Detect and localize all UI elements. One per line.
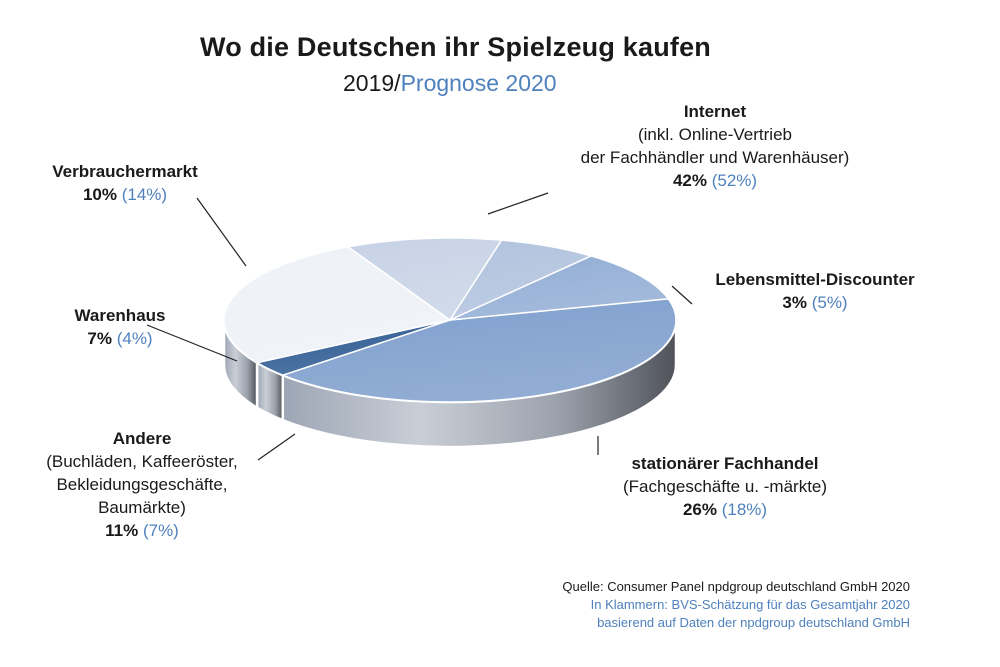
source-note: Quelle: Consumer Panel npdgroup deutschl… [470,578,910,632]
leader-line-1 [196,197,247,267]
subtitle-year: 2019/ [343,70,401,96]
label-lebensmittel-discounter-value: 3% [782,293,807,312]
pie-slice-internet [280,297,677,403]
chart-title: Wo die Deutschen ihr Spielzeug kaufen [200,32,711,62]
label-lebensmittel-discounter-forecast: (5%) [811,293,848,312]
label-internet-name: Internet [683,102,747,121]
label-verbrauchermarkt-forecast: (14%) [121,185,168,204]
leader-line-3 [146,324,238,362]
label-warenhaus-forecast: (4%) [116,329,153,348]
chart-subtitle: 2019/Prognose 2020 [343,70,557,97]
label-lebensmittel-discounter: Lebensmittel-Discounter 3% (5%) [700,268,930,314]
label-fachhandel-forecast: (18%) [721,500,768,519]
label-internet-detail-2: der Fachhändler und Warenhäuser) [580,148,850,167]
label-andere-name: Andere [112,429,172,448]
label-internet-detail-1: (inkl. Online-Vertrieb [637,125,792,144]
label-internet-value: 42% [672,171,707,190]
pie-slice-verbrauchermarkt [449,255,670,321]
leader-line-2 [671,285,693,305]
pie-slice-stationärer-fachhandel [223,246,452,364]
label-fachhandel-detail-1: (Fachgeschäfte u. -märkte) [622,477,828,496]
leader-line-4 [257,433,296,461]
label-internet-forecast: (52%) [711,171,758,190]
pie-slice-warenhaus [447,239,594,322]
label-andere-detail-3: Baumärkte) [98,498,186,517]
source-line-2: In Klammern: BVS-Schätzung für das Gesam… [590,597,910,612]
label-verbrauchermarkt: Verbrauchermarkt 10% (14%) [30,160,220,206]
label-verbrauchermarkt-value: 10% [82,185,117,204]
pie-top-faces [223,237,677,403]
label-andere-detail-2: Bekleidungsgeschäfte, [56,475,228,494]
source-line-1: Quelle: Consumer Panel npdgroup deutschl… [562,579,910,594]
label-fachhandel-value: 26% [682,500,717,519]
label-andere-detail-1: (Buchläden, Kaffeeröster, [46,452,238,471]
label-warenhaus-name: Warenhaus [74,306,166,325]
label-andere-value: 11% [105,521,139,540]
subtitle-forecast: Prognose 2020 [400,70,557,96]
label-verbrauchermarkt-name: Verbrauchermarkt [52,162,198,181]
label-andere: Andere (Buchläden, Kaffeeröster, Bekleid… [22,427,262,542]
label-fachhandel-name: stationärer Fachhandel [631,454,819,473]
label-warenhaus: Warenhaus 7% (4%) [50,304,190,350]
label-fachhandel: stationärer Fachhandel (Fachgeschäfte u.… [590,452,860,521]
label-andere-forecast: (7%) [142,521,179,540]
label-internet: Internet (inkl. Online-Vertrieb der Fach… [565,100,865,192]
source-line-3: basierend auf Daten der npdgroup deutsch… [597,615,910,630]
label-lebensmittel-discounter-name: Lebensmittel-Discounter [715,270,915,289]
label-warenhaus-value: 7% [87,329,112,348]
leader-line-0 [487,192,549,215]
